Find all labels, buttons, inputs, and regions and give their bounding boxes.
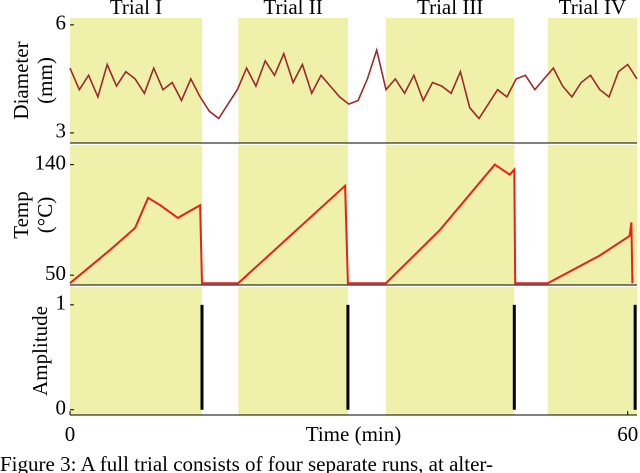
y-axis-label: (°C): [33, 197, 57, 233]
x-tick-label: 60: [617, 422, 638, 446]
trial-label: Trial I: [110, 0, 162, 19]
y-tick-label: 6: [56, 11, 67, 35]
stimulus-bar: [512, 304, 516, 410]
y-tick-label: 140: [35, 150, 67, 174]
stimulus-bar: [346, 304, 350, 410]
y-axis-label: Diameter: [9, 41, 33, 119]
data-line: [69, 163, 634, 285]
y-axis-label: Temp: [9, 191, 33, 239]
trial-region: [386, 287, 515, 415]
trial-region: [238, 287, 348, 415]
trial-label: Trial II: [263, 0, 322, 19]
y-tick-label: 0: [56, 396, 67, 420]
data-line: [69, 47, 638, 120]
x-axis-label: Time (min): [306, 422, 401, 446]
trial-region: [70, 145, 202, 285]
y-axis-label: (mm): [33, 57, 57, 104]
trial-region: [386, 18, 515, 143]
trial-region: [238, 145, 348, 285]
caption: Figure 3: A full trial consists of four …: [0, 452, 493, 473]
y-tick-label: 3: [56, 119, 67, 143]
trial-region: [70, 287, 202, 415]
y-tick-label: 1: [56, 291, 67, 315]
stimulus-bar: [633, 304, 637, 410]
trial-region: [547, 18, 637, 143]
trial-label: Trial IV: [559, 0, 626, 19]
trial-region: [547, 287, 637, 415]
x-tick-label: 0: [65, 422, 76, 446]
y-axis-label: Amplitude: [28, 306, 52, 396]
trial-region: [547, 145, 637, 285]
y-tick-label: 50: [45, 261, 66, 285]
trial-label: Trial III: [417, 0, 483, 19]
stimulus-bar: [200, 304, 204, 410]
